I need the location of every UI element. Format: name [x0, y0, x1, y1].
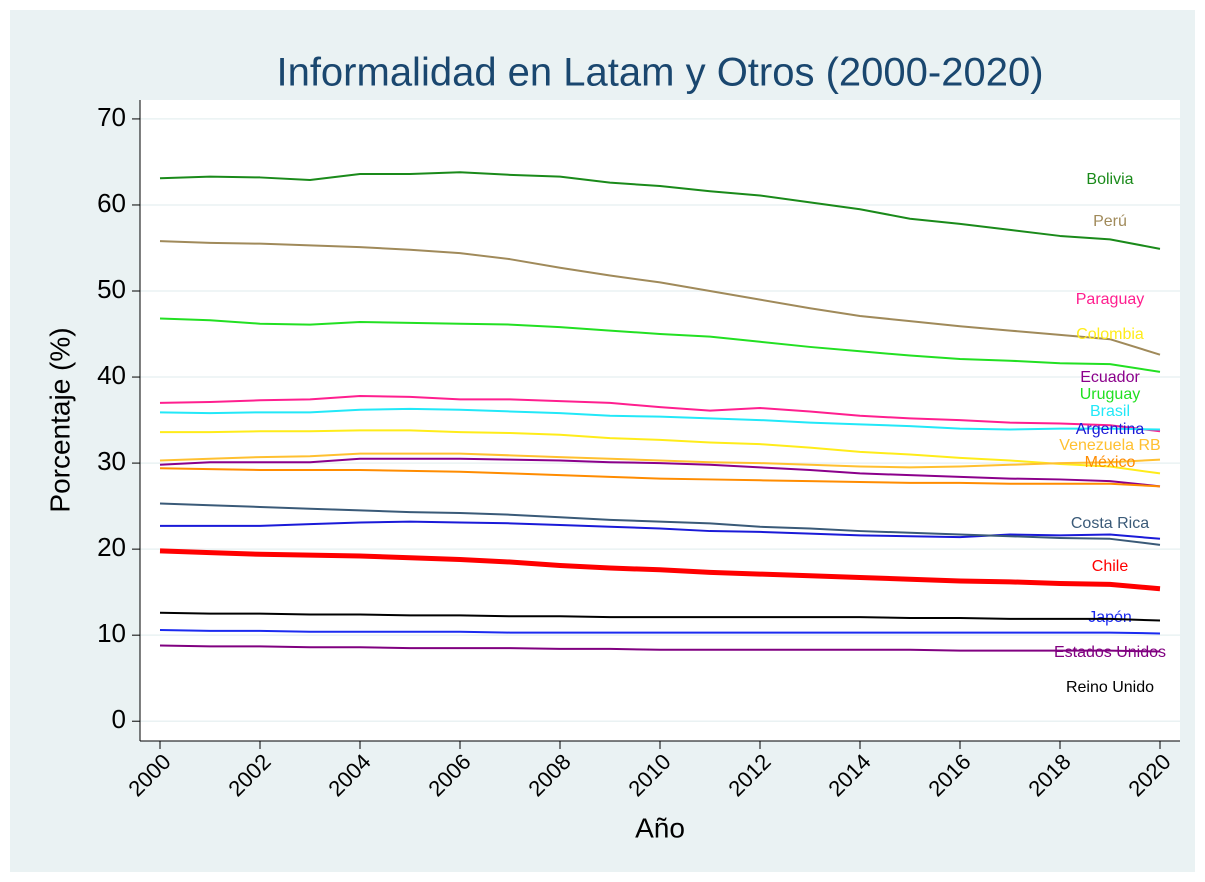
y-tick-label: 50 — [97, 274, 126, 304]
series-label: Reino Unido — [1066, 679, 1154, 696]
series-line — [159, 317, 1161, 373]
series-line — [159, 394, 1161, 433]
series-line — [159, 467, 1161, 488]
series-label: Venezuela RB — [1059, 437, 1160, 454]
series-line — [159, 407, 1161, 431]
series-line — [159, 548, 1161, 592]
plot-area — [140, 100, 1180, 741]
series-label: Perú — [1093, 213, 1127, 230]
chart-title: Informalidad en Latam y Otros (2000-2020… — [276, 51, 1043, 95]
series-label: Estados Unidos — [1054, 644, 1166, 661]
series-label: Costa Rica — [1071, 515, 1149, 532]
series-label: Argentina — [1076, 421, 1145, 438]
series-label: México — [1085, 454, 1136, 471]
series-line — [159, 644, 1161, 653]
series-line — [160, 429, 1161, 475]
series-line — [159, 452, 1161, 469]
y-axis-label: Porcentaje (%) — [44, 327, 75, 512]
x-axis-label: Año — [635, 812, 685, 843]
series-label: Brasil — [1090, 403, 1130, 420]
series-label: Colombia — [1076, 326, 1144, 343]
series-line — [159, 502, 1161, 546]
y-tick-label: 60 — [97, 188, 126, 218]
y-tick-label: 70 — [97, 102, 126, 132]
series-line — [159, 240, 1161, 356]
y-tick-label: 40 — [97, 360, 126, 390]
series-label: Chile — [1092, 558, 1129, 575]
series-label: Uruguay — [1080, 386, 1140, 403]
y-tick-label: 20 — [97, 532, 126, 562]
y-tick-label: 10 — [97, 618, 126, 648]
y-tick-label: 0 — [112, 704, 126, 734]
series-label: Ecuador — [1080, 369, 1140, 386]
series-label: Japón — [1088, 609, 1132, 626]
series-line — [159, 171, 1161, 250]
series-line — [159, 611, 1161, 622]
series-label: Paraguay — [1076, 291, 1145, 308]
y-tick-label: 30 — [97, 446, 126, 476]
series-label: Bolivia — [1086, 171, 1133, 188]
series-line — [159, 457, 1161, 488]
series-line — [159, 629, 1161, 635]
